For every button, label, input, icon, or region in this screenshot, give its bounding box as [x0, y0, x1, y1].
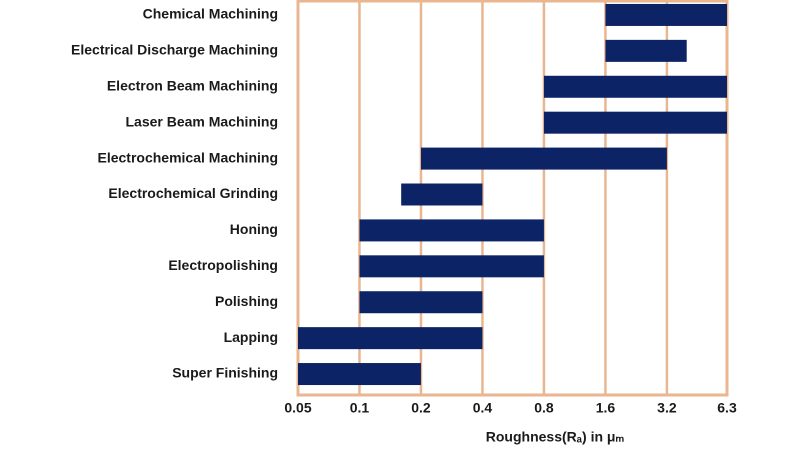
y-tick-label: Electrochemical Machining — [98, 149, 279, 165]
y-tick-label: Electrical Discharge Machining — [71, 42, 278, 58]
bar — [298, 363, 421, 386]
bar — [359, 291, 483, 314]
x-axis-label: Roughness(Rₐ) in μₘ — [486, 429, 625, 445]
y-tick-label: Electrochemical Grinding — [108, 185, 278, 201]
y-tick-label: Electropolishing — [168, 257, 278, 273]
y-tick-label: Honing — [230, 221, 278, 237]
bar — [359, 219, 544, 242]
x-tick-label: 3.2 — [657, 400, 677, 416]
y-tick-label: Polishing — [215, 293, 278, 309]
x-tick-label: 1.6 — [596, 400, 616, 416]
y-tick-label: Chemical Machining — [143, 6, 278, 22]
bar — [401, 183, 483, 206]
y-tick-label: Lapping — [224, 329, 278, 345]
x-tick-label: 0.2 — [411, 400, 431, 416]
y-tick-label: Laser Beam Machining — [126, 113, 279, 129]
bar — [543, 111, 727, 134]
x-tick-label: 6.3 — [717, 400, 737, 416]
y-tick-label: Electron Beam Machining — [107, 77, 278, 93]
bar — [298, 327, 483, 350]
x-tick-label: 0.4 — [473, 400, 493, 416]
y-tick-label: Super Finishing — [172, 365, 278, 381]
x-tick-label: 0.05 — [284, 400, 311, 416]
bar — [605, 3, 727, 26]
bar — [605, 39, 687, 62]
x-tick-label: 0.1 — [350, 400, 370, 416]
x-tick-label: 0.8 — [534, 400, 554, 416]
bar — [420, 147, 667, 170]
bar — [543, 75, 727, 98]
bar — [359, 255, 544, 278]
